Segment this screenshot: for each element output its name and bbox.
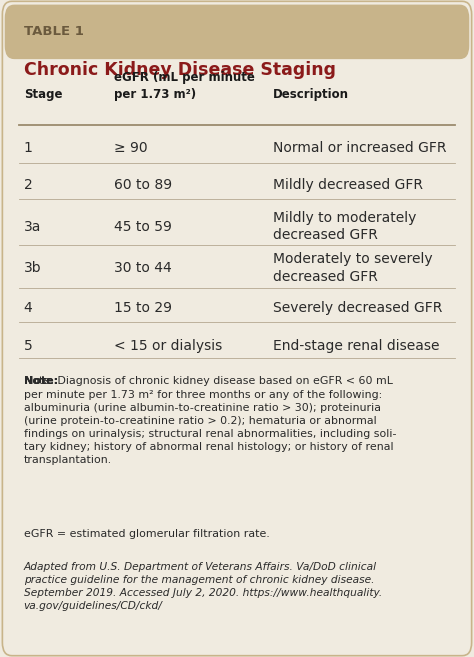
- Text: 4: 4: [24, 301, 32, 315]
- Text: 3a: 3a: [24, 219, 41, 234]
- Text: Normal or increased GFR: Normal or increased GFR: [273, 141, 446, 155]
- Text: 15 to 29: 15 to 29: [114, 301, 172, 315]
- Text: Mildly decreased GFR: Mildly decreased GFR: [273, 178, 422, 193]
- Text: 60 to 89: 60 to 89: [114, 178, 172, 193]
- Text: 30 to 44: 30 to 44: [114, 261, 172, 275]
- Text: 1: 1: [24, 141, 33, 155]
- Text: 3b: 3b: [24, 261, 41, 275]
- Text: Note:: Note:: [24, 376, 58, 386]
- Text: 45 to 59: 45 to 59: [114, 219, 172, 234]
- Text: < 15 or dialysis: < 15 or dialysis: [114, 338, 222, 353]
- Text: Mildly to moderately
decreased GFR: Mildly to moderately decreased GFR: [273, 211, 416, 242]
- Text: eGFR = estimated glomerular filtration rate.: eGFR = estimated glomerular filtration r…: [24, 529, 269, 539]
- Text: Severely decreased GFR: Severely decreased GFR: [273, 301, 442, 315]
- Text: Chronic Kidney Disease Staging: Chronic Kidney Disease Staging: [24, 61, 336, 79]
- Text: Adapted from U.S. Department of Veterans Affairs. Va/DoD clinical
practice guide: Adapted from U.S. Department of Veterans…: [24, 562, 382, 611]
- Text: TABLE 1: TABLE 1: [24, 26, 83, 38]
- Text: End-stage renal disease: End-stage renal disease: [273, 338, 439, 353]
- Text: Note:: Note:: [24, 376, 58, 386]
- Text: ≥ 90: ≥ 90: [114, 141, 147, 155]
- Text: 2: 2: [24, 178, 32, 193]
- Text: Note: Diagnosis of chronic kidney disease based on eGFR < 60 mL
per minute per 1: Note: Diagnosis of chronic kidney diseas…: [24, 376, 396, 464]
- Text: Description: Description: [273, 87, 348, 101]
- Text: Stage: Stage: [24, 87, 62, 101]
- FancyBboxPatch shape: [5, 5, 469, 59]
- Text: Moderately to severely
decreased GFR: Moderately to severely decreased GFR: [273, 252, 432, 284]
- Text: 5: 5: [24, 338, 32, 353]
- Text: eGFR (mL per minute
per 1.73 m²): eGFR (mL per minute per 1.73 m²): [114, 71, 255, 101]
